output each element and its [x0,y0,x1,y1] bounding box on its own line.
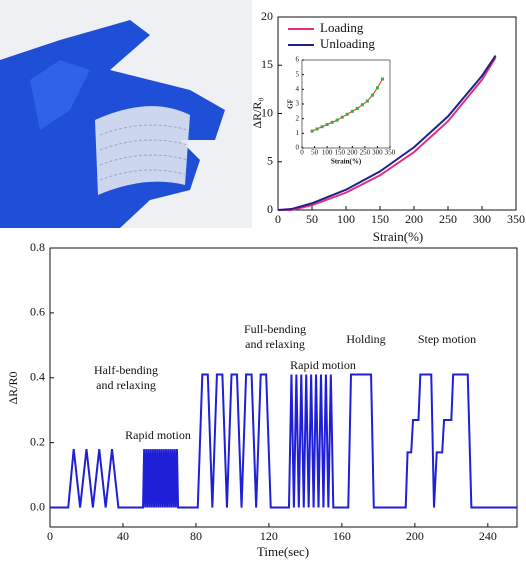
x-tick-label: 40 [117,529,129,543]
x-tick-label: 350 [507,212,525,226]
x-tick-label: 160 [333,529,351,543]
plot-frame [301,59,391,149]
x-tick-label: 120 [260,529,278,543]
annotation: and relaxing [245,337,305,351]
y-axis-label: ΔR/R₀ [250,97,264,128]
y-tick-label: 0 [296,144,300,152]
y-tick-label: 20 [261,9,273,23]
annotation: Holding [346,332,385,346]
data-line [277,55,497,211]
data-line [278,57,497,211]
y-tick-label: 5 [296,70,300,78]
x-tick-label: 50 [311,149,319,157]
x-tick-label: 150 [334,149,345,157]
y-tick-label: 0.8 [30,240,45,254]
x-tick-label: 0 [47,529,53,543]
x-axis-label: Time(sec) [257,544,309,559]
annotation: Half-bending [94,363,158,377]
chart: 0 40 80 120 160 200 240 0.0 0.2 0.4 0.6 0.8 Time(sec… [6,240,518,559]
y-tick-label: 0.4 [30,370,45,384]
y-tick-label: 4 [296,85,300,93]
y-tick-label: 0 [267,202,273,216]
annotation: Rapid motion [125,428,191,442]
x-tick-label: 350 [385,149,396,157]
y-axis-label: GF [287,99,295,109]
x-tick-label: 80 [190,529,202,543]
x-tick-label: 50 [306,212,318,226]
data-point [360,103,364,107]
x-tick-label: 240 [479,529,497,543]
data-point [355,106,359,110]
y-tick-label: 6 [296,56,300,64]
y-tick-label: 10 [261,105,273,119]
data-point [365,99,369,103]
x-tick-label: 300 [473,212,491,226]
y-tick-label: 0.2 [30,434,45,448]
data-point [330,120,334,124]
annotation: Full-bending [244,322,306,336]
data-point [375,86,379,90]
x-axis-label: Strain(%) [373,229,424,244]
y-tick-label: 0.6 [30,305,45,319]
x-axis-label: Strain(%) [331,158,362,166]
y-tick-label: 1 [296,129,300,137]
data-point [315,127,319,131]
y-tick-label: 0.0 [30,499,45,513]
x-tick-label: 300 [372,149,383,157]
data-point [325,123,329,127]
legend-label: Loading [320,20,364,35]
glove-photo [0,0,252,228]
data-point [335,118,339,122]
x-tick-label: 100 [322,149,333,157]
annotation: and relaxing [96,378,156,392]
x-tick-label: 250 [360,149,371,157]
annotation: Rapid motion [290,358,356,372]
data-point [340,115,344,119]
x-tick-label: 200 [406,529,424,543]
x-tick-label: 0 [300,149,304,157]
data-point [370,93,374,97]
data-point [350,109,354,113]
plot-frame [49,247,518,528]
y-tick-label: 2 [296,114,300,122]
x-tick-label: 0 [275,212,281,226]
x-tick-label: 200 [405,212,423,226]
data-line [50,373,517,509]
annotation: Step motion [418,332,476,346]
chart: 0 50 100 150 200 250 300 350 0 1 2 3 4 5 6 Strain(%) GF [287,56,396,166]
x-tick-label: 100 [337,212,355,226]
data-point [380,77,384,81]
legend-label: Unloading [320,36,375,51]
data-point [310,129,314,133]
y-tick-label: 5 [267,154,273,168]
x-tick-label: 150 [371,212,389,226]
x-tick-label: 200 [347,149,358,157]
y-tick-label: 3 [296,100,300,108]
x-tick-label: 250 [439,212,457,226]
data-point [345,112,349,116]
data-point [320,125,324,129]
y-axis-label: ΔR/R0 [6,371,20,404]
y-tick-label: 15 [261,57,273,71]
